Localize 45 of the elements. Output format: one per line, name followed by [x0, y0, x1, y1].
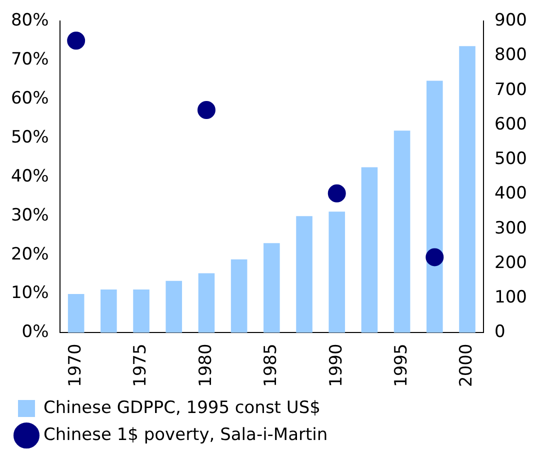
y2-tick-label: 500 — [494, 149, 528, 170]
x-tick-label: 1985 — [261, 344, 282, 387]
y2-tick-label: 700 — [494, 80, 528, 100]
y-tick-label: 80% — [10, 10, 49, 31]
x-tick-label: 1970 — [66, 344, 86, 387]
bar — [361, 167, 378, 333]
bar — [198, 273, 215, 333]
y-tick-label: 40% — [10, 166, 49, 186]
bar — [459, 46, 476, 333]
x-tick-label: 1995 — [391, 344, 412, 387]
legend-label: Chinese 1$ poverty, Sala-i-Martin — [44, 424, 328, 445]
y2-tick-label: 400 — [494, 184, 528, 204]
bar — [296, 216, 312, 333]
legend-label: Chinese GDPPC, 1995 const US$ — [44, 398, 320, 418]
y-tick-label: 50% — [10, 127, 49, 148]
bar — [394, 130, 410, 333]
y2-tick-label: 900 — [494, 10, 528, 31]
point — [426, 248, 444, 266]
bar — [264, 243, 280, 333]
bar — [166, 280, 182, 333]
y-tick-label: 20% — [10, 244, 49, 264]
y-tick-label: 10% — [10, 283, 49, 304]
y-tick-label: 60% — [10, 88, 49, 109]
y-tick-label: 0% — [22, 322, 49, 342]
bar — [68, 294, 84, 333]
y2-tick-label: 600 — [494, 114, 528, 134]
bar — [133, 289, 150, 333]
y2-tick-label: 0 — [494, 322, 506, 342]
x-tick-label: 1975 — [130, 344, 151, 387]
y2-tick-label: 100 — [494, 288, 528, 308]
y2-tick-label: 300 — [494, 218, 528, 238]
x-tick-label: 1980 — [196, 344, 216, 387]
x-tick-label: 2000 — [456, 344, 477, 387]
point — [328, 184, 346, 202]
bar — [230, 259, 248, 333]
point — [67, 32, 86, 50]
y-tick-label: 70% — [10, 50, 49, 70]
bar — [426, 80, 443, 333]
y2-tick-label: 800 — [494, 45, 528, 66]
y2-tick-label: 200 — [494, 252, 528, 273]
bar — [328, 212, 346, 333]
y-tick-label: 30% — [10, 205, 49, 226]
point — [197, 100, 216, 119]
x-tick-label: 1990 — [326, 344, 346, 387]
bar — [100, 289, 117, 333]
